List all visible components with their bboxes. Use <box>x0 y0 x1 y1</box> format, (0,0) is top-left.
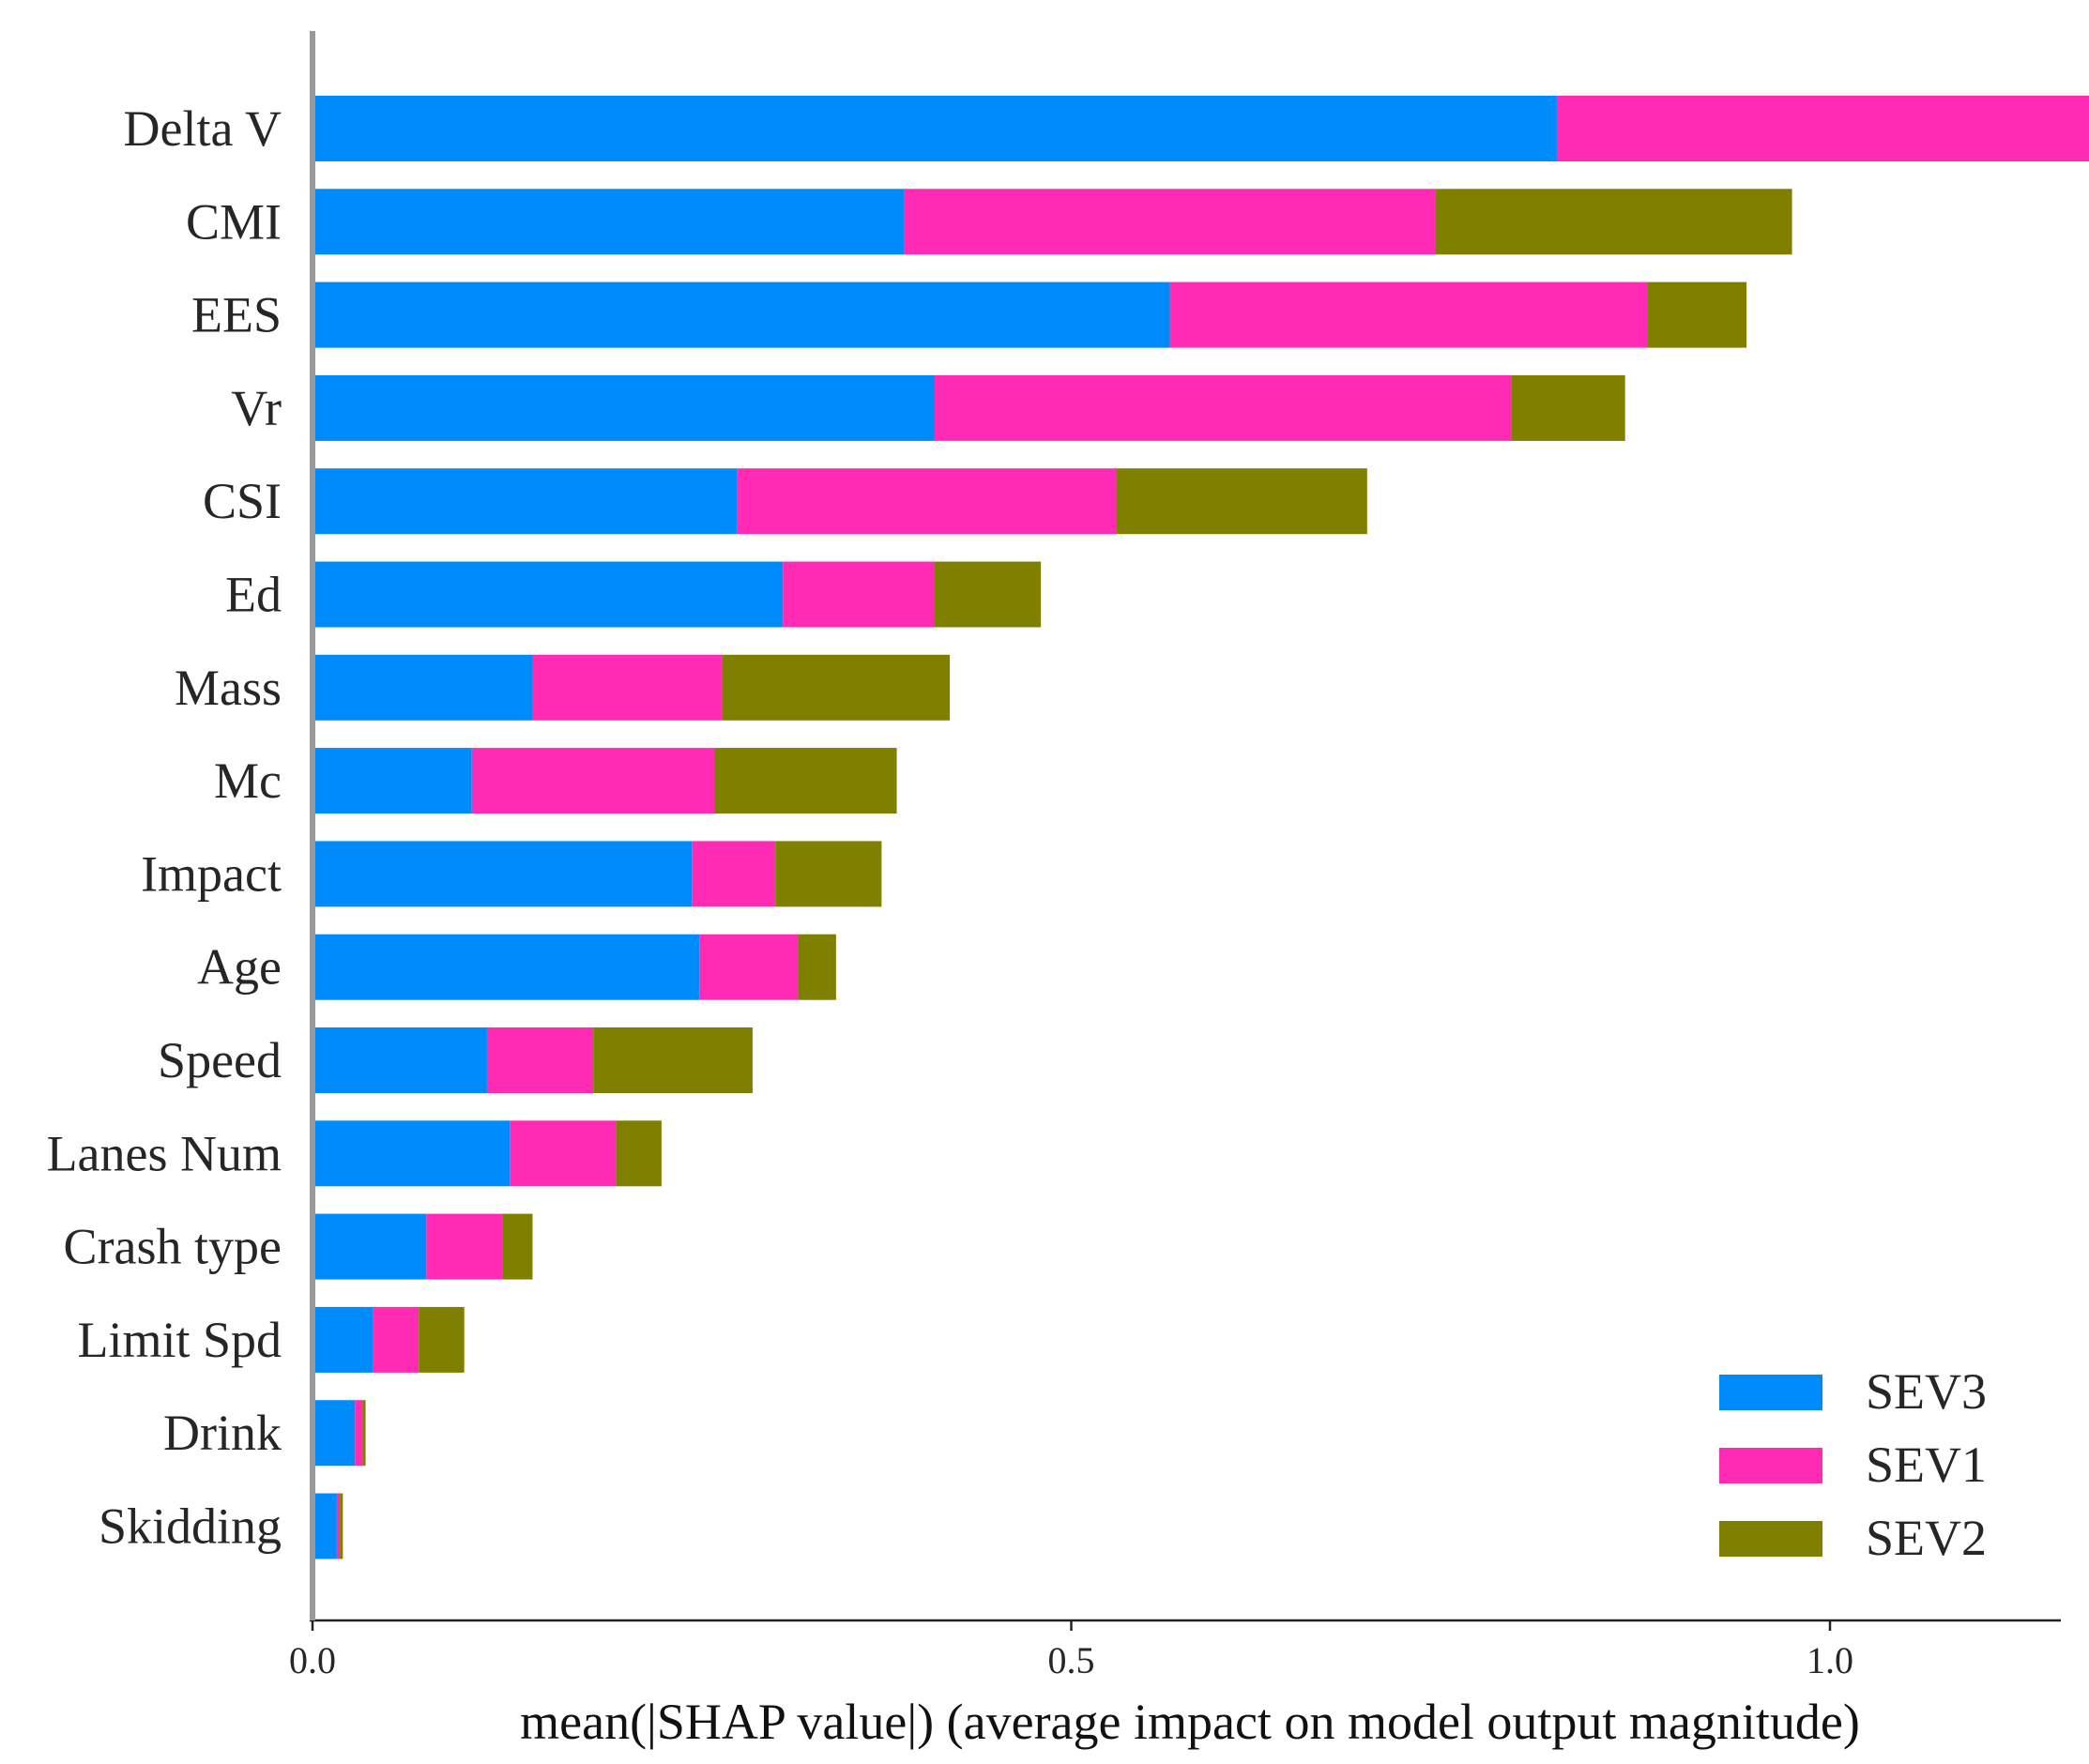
bar-speed-sev2 <box>593 1027 753 1093</box>
feature-label-mass: Mass <box>175 660 282 716</box>
feature-label-lanes-num: Lanes Num <box>47 1125 282 1181</box>
feature-label-skidding: Skidding <box>99 1498 282 1555</box>
bar-vr-sev1 <box>934 374 1512 441</box>
bar-limit-spd-sev1 <box>373 1306 419 1373</box>
bar-mass-sev2 <box>722 654 951 721</box>
x-tick-label: 0.5 <box>1048 1639 1095 1681</box>
bar-drink-sev2 <box>362 1400 366 1467</box>
bar-age-sev3 <box>313 934 700 1000</box>
legend-label-sev2: SEV2 <box>1866 1510 1987 1566</box>
bar-speed-sev3 <box>313 1027 487 1093</box>
bar-impact-sev1 <box>692 841 776 907</box>
feature-label-crash-type: Crash type <box>64 1219 282 1275</box>
bar-mc-sev1 <box>471 748 715 814</box>
bar-crash-type-sev3 <box>313 1213 427 1280</box>
bar-cmi-sev1 <box>904 189 1436 255</box>
bar-age-sev1 <box>699 934 799 1000</box>
bar-drink-sev3 <box>313 1400 356 1467</box>
feature-labels: Delta V CMI EES Vr CSI Ed Mass Mc Impact Age Speed… <box>47 100 282 1555</box>
bar-ed-sev2 <box>934 561 1042 628</box>
bar-mc-sev3 <box>313 748 472 814</box>
bar-lanes-num-sev2 <box>616 1120 662 1187</box>
bar-csi-sev3 <box>313 468 738 535</box>
bar-delta-v-sev3 <box>313 96 1557 161</box>
bar-delta-v-sev1 <box>1556 96 2089 161</box>
bar-lanes-num-sev3 <box>313 1120 511 1187</box>
bar-impact-sev3 <box>313 841 693 907</box>
x-tick-label: 1.0 <box>1807 1639 1853 1681</box>
bar-limit-spd-sev3 <box>313 1306 374 1373</box>
bar-ed-sev1 <box>783 561 935 628</box>
bar-vr-sev2 <box>1511 374 1625 441</box>
feature-label-ed: Ed <box>225 567 282 623</box>
legend-swatch-sev2 <box>1719 1521 1822 1557</box>
legend: SEV3 SEV1 SEV2 <box>1719 1363 1987 1566</box>
legend-swatch-sev1 <box>1719 1448 1822 1483</box>
feature-label-delta-v: Delta V <box>124 100 282 157</box>
bar-ed-sev3 <box>313 561 784 628</box>
x-axis: 0.00.51.01.52.0 <box>289 1619 2061 1681</box>
bar-mass-sev3 <box>313 654 533 721</box>
bar-limit-spd-sev2 <box>419 1306 465 1373</box>
feature-label-cmi: CMI <box>186 193 282 250</box>
feature-label-age: Age <box>197 939 282 996</box>
bar-mc-sev2 <box>714 748 897 814</box>
feature-label-vr: Vr <box>231 380 282 436</box>
bar-cmi-sev2 <box>1435 189 1792 255</box>
x-axis-title: mean(|SHAP value|) (average impact on mo… <box>520 1694 1860 1750</box>
feature-label-impact: Impact <box>141 845 282 902</box>
bar-crash-type-sev2 <box>502 1213 533 1280</box>
bar-vr-sev3 <box>313 374 935 441</box>
feature-label-ees: EES <box>191 287 282 343</box>
feature-label-speed: Speed <box>158 1032 282 1088</box>
bar-drink-sev1 <box>355 1400 363 1467</box>
bar-skidding-sev3 <box>313 1493 337 1559</box>
x-tick-label: 0.0 <box>289 1639 336 1681</box>
bar-crash-type-sev1 <box>426 1213 503 1280</box>
feature-label-mc: Mc <box>214 753 282 809</box>
legend-label-sev1: SEV1 <box>1866 1437 1987 1493</box>
feature-label-csi: CSI <box>203 473 282 529</box>
bars-layer <box>313 96 2089 1559</box>
feature-label-limit-spd: Limit Spd <box>77 1312 282 1368</box>
bar-mass-sev1 <box>532 654 723 721</box>
legend-swatch-sev3 <box>1719 1375 1822 1410</box>
legend-label-sev3: SEV3 <box>1866 1363 1987 1420</box>
bar-speed-sev1 <box>486 1027 594 1093</box>
bar-skidding-sev2 <box>340 1493 343 1559</box>
bar-csi-sev1 <box>737 468 1118 535</box>
bar-impact-sev2 <box>775 841 882 907</box>
bar-csi-sev2 <box>1117 468 1367 535</box>
feature-label-drink: Drink <box>163 1405 282 1461</box>
bar-age-sev2 <box>798 934 836 1000</box>
bar-ees-sev1 <box>1169 281 1648 348</box>
bar-ees-sev3 <box>313 281 1170 348</box>
bar-cmi-sev3 <box>313 189 905 255</box>
bar-lanes-num-sev1 <box>510 1120 617 1187</box>
bar-ees-sev2 <box>1647 281 1747 348</box>
bar-skidding-sev1 <box>336 1493 341 1559</box>
